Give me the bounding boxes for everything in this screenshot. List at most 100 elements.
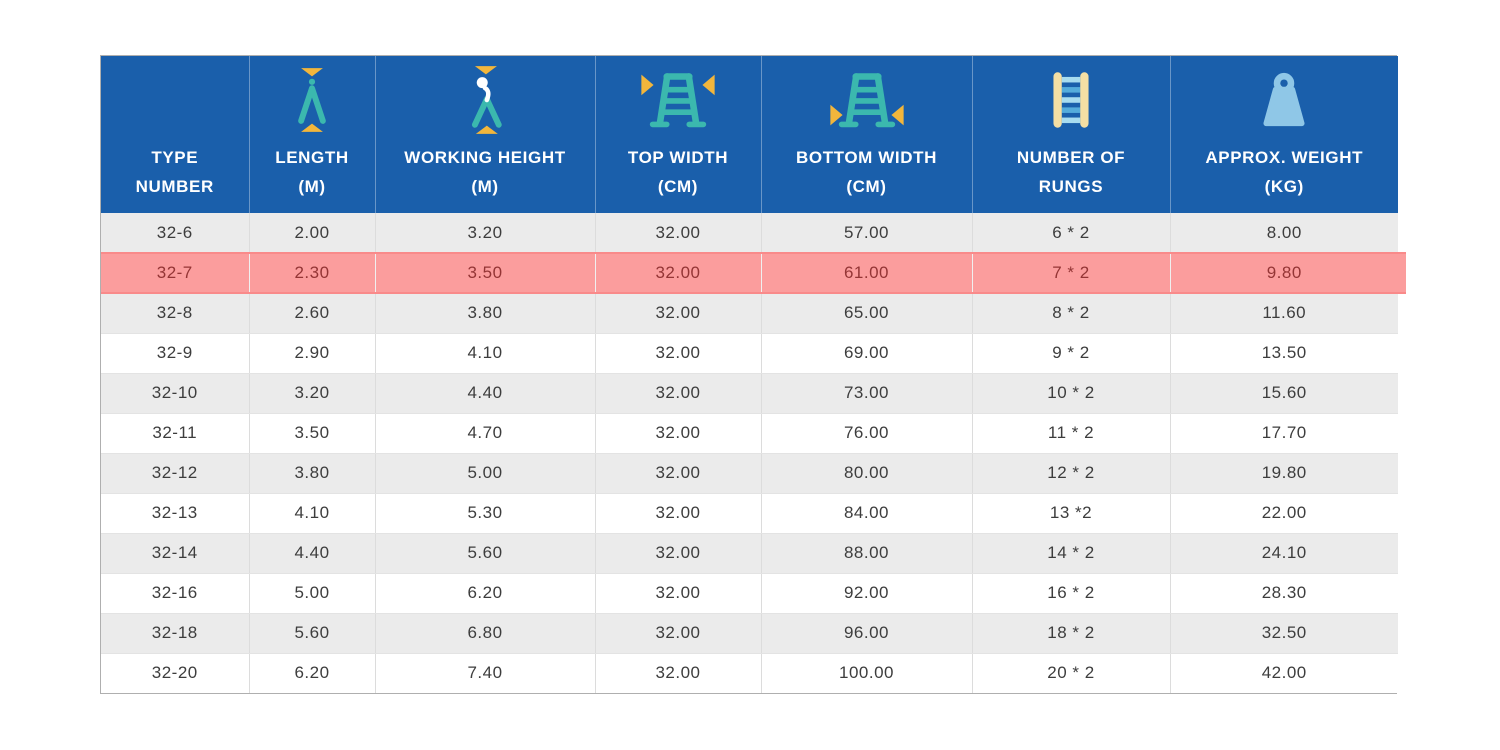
cell-top_width: 32.00 — [595, 293, 762, 334]
cell-working_height: 3.80 — [375, 293, 596, 334]
cell-length: 6.20 — [249, 653, 376, 693]
cell-type: 32-6 — [101, 213, 250, 254]
cell-weight: 42.00 — [1170, 653, 1398, 693]
empty-icon-slot — [105, 64, 245, 136]
column-unit: (M) — [471, 177, 499, 196]
cell-type: 32-16 — [101, 573, 250, 614]
cell-type: 32-20 — [101, 653, 250, 693]
table-row[interactable]: 32-11 3.50 4.70 32.00 76.00 11 * 2 17.70 — [101, 413, 1398, 454]
cell-type: 32-7 — [101, 252, 250, 294]
table-row[interactable]: 32-7 2.30 3.50 32.00 61.00 7 * 2 9.80 — [101, 252, 1406, 295]
column-header-working-height: WORKING HEIGHT (M) — [375, 56, 596, 213]
cell-length: 5.00 — [249, 573, 376, 614]
cell-type: 32-14 — [101, 533, 250, 574]
cell-top_width: 32.00 — [595, 213, 762, 254]
cell-weight: 9.80 — [1170, 252, 1406, 295]
cell-working_height: 6.80 — [375, 613, 596, 654]
cell-top_width: 32.00 — [595, 373, 762, 414]
column-label: WORKING HEIGHT — [404, 148, 566, 167]
cell-bottom_width: 76.00 — [761, 413, 973, 454]
cell-bottom_width: 57.00 — [761, 213, 973, 254]
cell-bottom_width: 100.00 — [761, 653, 973, 693]
table-row[interactable]: 32-13 4.10 5.30 32.00 84.00 13 *2 22.00 — [101, 493, 1398, 534]
table-row[interactable]: 32-6 2.00 3.20 32.00 57.00 6 * 2 8.00 — [101, 213, 1398, 254]
cell-bottom_width: 73.00 — [761, 373, 973, 414]
cell-bottom_width: 61.00 — [761, 252, 973, 294]
cell-working_height: 4.10 — [375, 333, 596, 374]
column-header-top-width: TOP WIDTH (CM) — [595, 56, 762, 213]
cell-length: 5.60 — [249, 613, 376, 654]
cell-length: 3.80 — [249, 453, 376, 494]
column-unit: (CM) — [846, 177, 887, 196]
table-row[interactable]: 32-20 6.20 7.40 32.00 100.00 20 * 2 42.00 — [101, 653, 1398, 693]
column-label: BOTTOM WIDTH — [796, 148, 937, 167]
column-label: TYPE — [151, 148, 199, 167]
cell-top_width: 32.00 — [595, 573, 762, 614]
cell-type: 32-13 — [101, 493, 250, 534]
column-header-length: LENGTH (M) — [249, 56, 376, 213]
cell-rungs: 8 * 2 — [972, 293, 1171, 334]
table-row[interactable]: 32-12 3.80 5.00 32.00 80.00 12 * 2 19.80 — [101, 453, 1398, 494]
cell-working_height: 5.00 — [375, 453, 596, 494]
cell-rungs: 20 * 2 — [972, 653, 1171, 693]
cell-length: 3.50 — [249, 413, 376, 454]
column-unit: (M) — [298, 177, 326, 196]
cell-bottom_width: 92.00 — [761, 573, 973, 614]
ladder-spec-table: TYPE NUMBER LENGTH (M) — [100, 55, 1406, 694]
column-header-number-of-rungs: NUMBER OF RUNGS — [972, 56, 1171, 213]
cell-weight: 22.00 — [1170, 493, 1398, 534]
column-unit: (KG) — [1264, 177, 1304, 196]
cell-rungs: 13 *2 — [972, 493, 1171, 534]
table-body: 32-6 2.00 3.20 32.00 57.00 6 * 2 8.00 32-7 2.30 3… — [101, 213, 1406, 693]
cell-working_height: 4.40 — [375, 373, 596, 414]
column-label: LENGTH — [275, 148, 349, 167]
cell-length: 2.30 — [249, 252, 376, 294]
table-row[interactable]: 32-9 2.90 4.10 32.00 69.00 9 * 2 13.50 — [101, 333, 1398, 374]
bottom-width-icon — [766, 64, 968, 136]
cell-weight: 19.80 — [1170, 453, 1398, 494]
cell-working_height: 7.40 — [375, 653, 596, 693]
table-row[interactable]: 32-16 5.00 6.20 32.00 92.00 16 * 2 28.30 — [101, 573, 1398, 614]
cell-rungs: 7 * 2 — [972, 252, 1171, 294]
table-row[interactable]: 32-8 2.60 3.80 32.00 65.00 8 * 2 11.60 — [101, 293, 1398, 334]
cell-length: 2.90 — [249, 333, 376, 374]
cell-top_width: 32.00 — [595, 533, 762, 574]
cell-length: 3.20 — [249, 373, 376, 414]
cell-top_width: 32.00 — [595, 413, 762, 454]
cell-working_height: 5.30 — [375, 493, 596, 534]
cell-length: 2.00 — [249, 213, 376, 254]
cell-weight: 32.50 — [1170, 613, 1398, 654]
cell-weight: 8.00 — [1170, 213, 1398, 254]
column-label: NUMBER OF — [1016, 148, 1126, 167]
table-row[interactable]: 32-18 5.60 6.80 32.00 96.00 18 * 2 32.50 — [101, 613, 1398, 654]
cell-weight: 15.60 — [1170, 373, 1398, 414]
cell-rungs: 6 * 2 — [972, 213, 1171, 254]
cell-bottom_width: 65.00 — [761, 293, 973, 334]
table-header: TYPE NUMBER LENGTH (M) — [101, 56, 1398, 213]
column-unit: NUMBER — [135, 177, 214, 196]
cell-bottom_width: 84.00 — [761, 493, 973, 534]
cell-working_height: 4.70 — [375, 413, 596, 454]
cell-rungs: 11 * 2 — [972, 413, 1171, 454]
cell-top_width: 32.00 — [595, 453, 762, 494]
column-unit: RUNGS — [1038, 177, 1104, 196]
top-width-icon — [600, 64, 757, 136]
table-row[interactable]: 32-10 3.20 4.40 32.00 73.00 10 * 2 15.60 — [101, 373, 1398, 414]
cell-working_height: 3.20 — [375, 213, 596, 254]
table-row[interactable]: 32-14 4.40 5.60 32.00 88.00 14 * 2 24.10 — [101, 533, 1398, 574]
column-unit: (CM) — [657, 177, 699, 196]
header-row: TYPE NUMBER LENGTH (M) — [101, 56, 1398, 213]
cell-rungs: 14 * 2 — [972, 533, 1171, 574]
cell-top_width: 32.00 — [595, 653, 762, 693]
column-label: APPROX. WEIGHT — [1205, 148, 1364, 167]
column-label: TOP WIDTH — [627, 148, 729, 167]
cell-rungs: 16 * 2 — [972, 573, 1171, 614]
cell-bottom_width: 96.00 — [761, 613, 973, 654]
cell-rungs: 9 * 2 — [972, 333, 1171, 374]
cell-weight: 28.30 — [1170, 573, 1398, 614]
column-header-type-number: TYPE NUMBER — [101, 56, 250, 213]
cell-working_height: 6.20 — [375, 573, 596, 614]
cell-bottom_width: 80.00 — [761, 453, 973, 494]
column-header-bottom-width: BOTTOM WIDTH (CM) — [761, 56, 973, 213]
cell-type: 32-9 — [101, 333, 250, 374]
